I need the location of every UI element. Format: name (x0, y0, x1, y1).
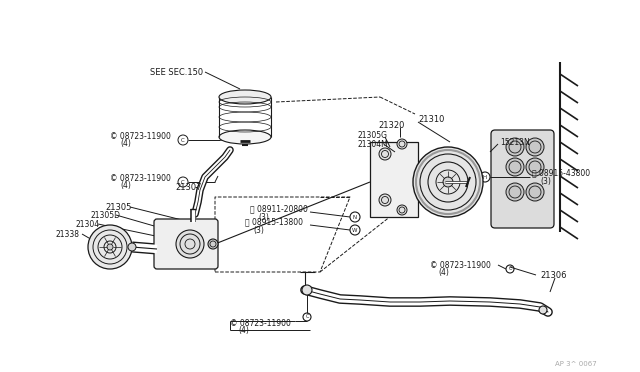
Circle shape (176, 230, 204, 258)
Text: Ⓝ 08911-20800: Ⓝ 08911-20800 (250, 205, 308, 214)
Text: 21304M: 21304M (358, 140, 388, 148)
Circle shape (539, 306, 547, 314)
Text: 21310: 21310 (418, 115, 444, 124)
Text: C: C (508, 266, 512, 272)
Circle shape (397, 205, 407, 215)
Text: (4): (4) (120, 180, 131, 189)
Text: 21305: 21305 (105, 202, 131, 212)
Text: 21305G: 21305G (358, 131, 388, 140)
Text: (4): (4) (238, 326, 249, 334)
Text: Ⓗ 08915-43800: Ⓗ 08915-43800 (532, 169, 590, 177)
Circle shape (526, 138, 544, 156)
Text: N: N (353, 215, 357, 219)
FancyBboxPatch shape (370, 142, 418, 217)
Circle shape (526, 158, 544, 176)
Circle shape (397, 139, 407, 149)
Circle shape (413, 147, 483, 217)
Text: © 08723-11900: © 08723-11900 (110, 173, 171, 183)
Text: (3): (3) (253, 225, 264, 234)
Circle shape (379, 148, 391, 160)
Text: 15213N: 15213N (500, 138, 530, 147)
Circle shape (443, 177, 453, 187)
Text: C: C (181, 180, 185, 185)
Text: Ⓦ 08915-13800: Ⓦ 08915-13800 (245, 218, 303, 227)
FancyBboxPatch shape (154, 219, 218, 269)
Circle shape (526, 183, 544, 201)
Text: (3): (3) (540, 176, 551, 186)
Circle shape (506, 183, 524, 201)
Text: 21304: 21304 (75, 219, 99, 228)
Circle shape (506, 138, 524, 156)
Text: © 08723-11900: © 08723-11900 (430, 260, 491, 269)
Ellipse shape (219, 90, 271, 104)
Text: (4): (4) (120, 138, 131, 148)
Text: (4): (4) (438, 267, 449, 276)
Text: © 08723-11900: © 08723-11900 (230, 318, 291, 327)
Circle shape (208, 239, 218, 249)
Text: W: W (352, 228, 358, 232)
Text: (3): (3) (258, 212, 269, 221)
Text: C: C (305, 314, 308, 320)
Text: H: H (483, 174, 487, 180)
Text: 21305D: 21305D (90, 211, 120, 219)
Text: 21320: 21320 (378, 121, 404, 129)
Circle shape (302, 285, 312, 295)
Text: © 08723-11900: © 08723-11900 (110, 131, 171, 141)
Circle shape (379, 194, 391, 206)
Circle shape (107, 244, 113, 250)
Text: SEE SEC.150: SEE SEC.150 (150, 67, 203, 77)
Circle shape (128, 243, 136, 251)
Circle shape (88, 225, 132, 269)
Text: 21306: 21306 (540, 270, 566, 279)
Text: AP 3^ 0067: AP 3^ 0067 (555, 361, 596, 367)
Text: 21338: 21338 (55, 230, 79, 238)
Text: C: C (181, 138, 185, 142)
Circle shape (506, 158, 524, 176)
FancyBboxPatch shape (491, 130, 554, 228)
Ellipse shape (219, 130, 271, 144)
Text: 21307: 21307 (175, 183, 202, 192)
